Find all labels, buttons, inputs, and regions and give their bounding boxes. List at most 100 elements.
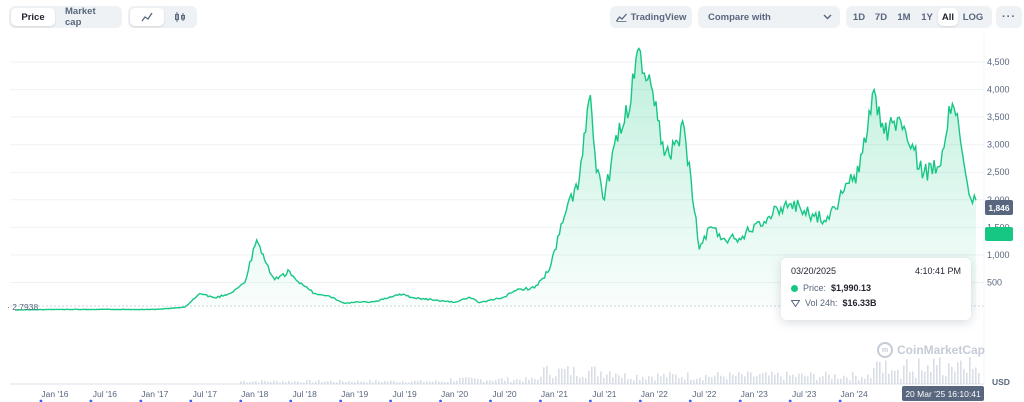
- range-1y[interactable]: 1Y: [921, 11, 933, 23]
- tradingview-icon: [615, 13, 627, 22]
- volume-bar: [360, 381, 362, 384]
- volume-bar: [930, 371, 932, 384]
- volume-bar: [291, 382, 293, 384]
- volume-bar: [417, 380, 419, 384]
- volume-bar: [369, 380, 371, 384]
- volume-bar: [666, 377, 668, 384]
- volume-bar: [603, 377, 605, 384]
- volume-bar: [852, 371, 854, 384]
- volume-bar: [882, 372, 884, 384]
- range-1d[interactable]: 1D: [852, 11, 866, 23]
- volume-bar: [453, 381, 455, 384]
- range-1m[interactable]: 1M: [897, 11, 911, 23]
- volume-bar: [900, 379, 902, 384]
- volume-bar: [810, 372, 812, 384]
- candlestick-button[interactable]: [164, 8, 195, 26]
- tradingview-label: TradingView: [630, 11, 687, 23]
- volume-bar: [399, 382, 401, 384]
- volume-bar: [477, 378, 479, 384]
- volume-bar: [795, 376, 797, 384]
- compare-dropdown[interactable]: Compare with: [698, 6, 840, 28]
- coinmarketcap-logo-icon: m: [877, 342, 893, 358]
- volume-bar: [954, 371, 956, 384]
- volume-bar: [462, 377, 464, 384]
- volume-bar: [708, 376, 710, 384]
- y-tick-label: 4,500: [987, 57, 1010, 67]
- volume-bar: [726, 379, 728, 384]
- volume-bar: [267, 381, 269, 384]
- volume-bar: [366, 382, 368, 384]
- volume-bar: [564, 369, 566, 384]
- volume-bar: [249, 382, 251, 384]
- volume-bar: [849, 380, 851, 384]
- volume-bar: [945, 376, 947, 384]
- tab-market-cap[interactable]: Market cap: [65, 6, 96, 28]
- volume-bar: [534, 379, 536, 384]
- volume-bar: [633, 380, 635, 384]
- volume-bar: [375, 380, 377, 384]
- volume-bar: [243, 381, 245, 384]
- volume-bar: [345, 382, 347, 384]
- volume-bar: [570, 375, 572, 384]
- more-options-button[interactable]: ···: [996, 6, 1022, 28]
- watermark: m CoinMarketCap: [877, 342, 985, 358]
- volume-bar: [807, 376, 809, 384]
- log-scale-toggle[interactable]: LOG: [962, 11, 984, 23]
- line-chart-button[interactable]: [130, 8, 164, 26]
- volume-bar: [825, 371, 827, 384]
- volume-bar: [444, 382, 446, 384]
- x-tick-label: Jan '18: [241, 389, 268, 399]
- volume-bar: [867, 374, 869, 384]
- volume-bar: [423, 381, 425, 384]
- volume-bar: [309, 379, 311, 384]
- volume-bar: [858, 380, 860, 384]
- volume-bar: [780, 376, 782, 384]
- tab-price[interactable]: Price: [11, 8, 55, 26]
- volume-bar: [615, 373, 617, 384]
- volume-bar: [582, 377, 584, 384]
- volume-bar: [639, 379, 641, 384]
- x-tick-marker: [239, 399, 243, 402]
- volume-bar: [972, 368, 974, 384]
- tradingview-button[interactable]: TradingView: [610, 6, 692, 28]
- volume-bar: [912, 371, 914, 384]
- volume-bar: [273, 380, 275, 384]
- x-tick-marker: [389, 399, 392, 402]
- hover-price-badge: 1,846: [985, 200, 1013, 215]
- volume-bar: [774, 374, 776, 384]
- volume-bar: [870, 378, 872, 384]
- volume-bar: [465, 377, 467, 384]
- volume-bar: [441, 381, 443, 384]
- y-tick-label: 1,000: [987, 250, 1010, 260]
- volume-bar: [255, 381, 257, 384]
- volume-bar: [786, 371, 788, 384]
- x-tick-label: Jan '19: [341, 389, 368, 399]
- volume-bar: [753, 376, 755, 384]
- volume-bar: [276, 380, 278, 384]
- volume-bar: [339, 379, 341, 384]
- x-tick-label: Jul '18: [293, 389, 318, 399]
- x-tick-label: Jul '16: [93, 389, 118, 399]
- volume-bar: [789, 375, 791, 384]
- volume-bar: [285, 382, 287, 384]
- volume-bar: [498, 378, 500, 384]
- volume-bar: [519, 379, 521, 384]
- volume-bar: [660, 376, 662, 384]
- watermark-text: CoinMarketCap: [897, 343, 986, 357]
- volume-bar: [330, 380, 332, 384]
- x-tick-label: Jan '17: [141, 389, 168, 399]
- range-7d[interactable]: 7D: [874, 11, 888, 23]
- price-chart[interactable]: 5001,0001,5002,0002,5003,0003,5004,0004,…: [0, 34, 1024, 402]
- volume-bar: [384, 380, 386, 384]
- y-tick-label: 3,500: [987, 112, 1010, 122]
- volume-bar: [549, 374, 551, 384]
- volume-bar: [813, 373, 815, 384]
- volume-bar: [609, 371, 611, 384]
- volume-bar: [876, 361, 878, 384]
- price-tooltip: 03/20/2025 4:10:41 PM Price: $1,990.13 V…: [781, 258, 971, 320]
- volume-bar: [573, 366, 575, 384]
- volume-bar: [513, 380, 515, 384]
- volume-bar: [594, 366, 596, 384]
- range-all[interactable]: All: [938, 8, 958, 26]
- volume-bar: [648, 376, 650, 384]
